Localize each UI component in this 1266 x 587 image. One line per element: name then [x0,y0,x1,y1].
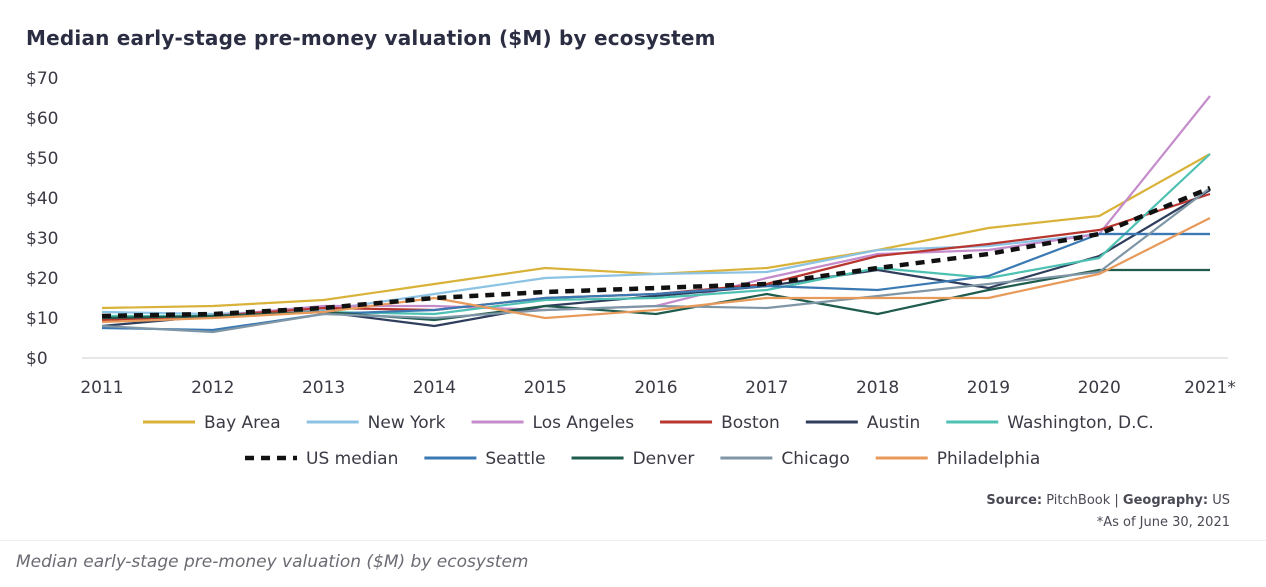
x-tick-label: 2016 [634,378,677,398]
series-line-us-median [101,185,1211,319]
source-value: PitchBook [1046,493,1111,508]
x-tick-label: 2019 [967,378,1010,398]
legend-label-us-median: US median [306,449,398,469]
series-line-boston [101,192,1211,322]
y-tick-label: $60 [26,109,58,129]
x-tick-label: 2011 [80,378,123,398]
legend-label-chicago: Chicago [781,449,849,469]
legend-label-los-angeles: Los Angeles [533,413,635,433]
series-line-los-angeles [101,95,1211,320]
y-tick-label: $70 [26,69,58,89]
legend-label-seattle: Seattle [485,449,545,469]
series-line-philadelphia [101,217,1211,324]
legend-label-bay-area: Bay Area [204,413,281,433]
figure-caption: Median early-stage pre-money valuation (… [16,552,529,572]
chart-title: Median early-stage pre-money valuation (… [26,26,716,50]
legend-label-austin: Austin [867,413,920,433]
x-tick-label: 2013 [302,378,345,398]
x-tick-label: 2021* [1184,378,1236,398]
geography-label: Geography: [1122,493,1209,508]
series-line-chicago [101,187,1211,334]
y-tick-label: $50 [26,149,58,169]
x-tick-label: 2018 [856,378,899,398]
divider [0,540,1266,541]
legend-label-new-york: New York [368,413,446,433]
as-of-note: *As of June 30, 2021 [1096,515,1230,530]
legend-label-washington-d-c: Washington, D.C. [1007,413,1153,433]
y-tick-label: $0 [26,349,48,369]
legend-label-philadelphia: Philadelphia [937,449,1041,469]
source-separator: | [1110,493,1123,508]
x-tick-label: 2014 [413,378,456,398]
source-note: Source: PitchBook | Geography: US *As of… [986,490,1230,534]
source-line: Source: PitchBook | Geography: US [986,490,1230,512]
series-line-washington-d-c [102,153,1211,318]
legend-label-denver: Denver [633,449,695,469]
x-tick-label: 2012 [191,378,234,398]
x-tick-label: 2017 [745,378,788,398]
x-tick-label: 2020 [1078,378,1121,398]
y-tick-label: $40 [26,189,58,209]
legend-label-boston: Boston [721,413,780,433]
source-label: Source: [986,493,1043,508]
y-tick-label: $10 [26,309,58,329]
y-tick-label: $20 [26,269,58,289]
line-chart: $0 $10 $20 $30 $40 $50 $60 $70 2011 2012 2013 2014 2… [26,69,1236,469]
x-tick-label: 2015 [524,378,567,398]
geography-value: US [1212,493,1230,508]
y-tick-label: $30 [26,229,58,249]
